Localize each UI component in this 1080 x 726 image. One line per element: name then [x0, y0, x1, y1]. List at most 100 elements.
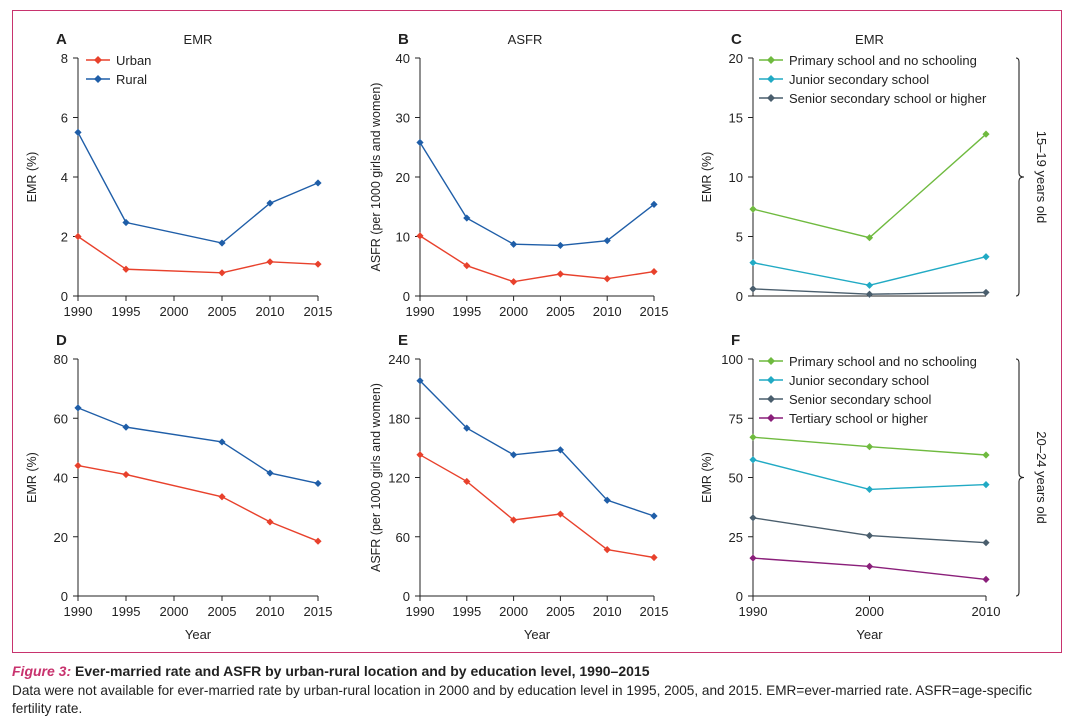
legend-label: Rural — [116, 72, 147, 87]
data-point-marker — [314, 260, 322, 268]
data-point-marker — [218, 438, 226, 446]
data-point-marker — [266, 258, 274, 266]
x-tick-label: 1995 — [452, 304, 481, 319]
x-tick-label: 1990 — [739, 604, 768, 619]
data-point-marker — [314, 537, 322, 545]
legend-label: Senior secondary school — [789, 392, 931, 407]
y-tick-label: 6 — [61, 111, 68, 126]
figure-frame — [12, 10, 1062, 653]
x-tick-label: 2010 — [256, 304, 285, 319]
series-line — [77, 464, 319, 542]
data-point-marker — [865, 485, 874, 493]
data-point-marker — [603, 237, 611, 245]
y-tick-label: 40 — [54, 471, 68, 486]
y-tick-label: 0 — [61, 289, 68, 304]
y-axis-label: EMR (%) — [700, 152, 714, 203]
series-primary-school-and-no-schooling — [749, 433, 990, 459]
data-point-marker — [218, 493, 226, 501]
data-point-marker — [510, 516, 518, 524]
age-group-label: 20–24 years old — [1034, 431, 1049, 524]
x-tick-label: 1990 — [406, 604, 435, 619]
series-senior-secondary-school-or-higher — [749, 285, 990, 298]
data-point-marker — [982, 575, 990, 584]
panel-e: E 0 60 120 180 240 1990 1995 2000 2005 2010 2015 ASF… — [369, 332, 668, 642]
age-group-bracket — [1015, 358, 1025, 597]
data-point-marker — [650, 512, 658, 520]
y-tick-label: 40 — [396, 51, 410, 66]
data-point-marker — [122, 470, 130, 479]
legend-marker — [767, 376, 775, 384]
x-tick-label: 2015 — [640, 304, 669, 319]
data-point-marker — [314, 179, 322, 187]
y-tick-label: 0 — [736, 589, 743, 604]
x-tick-label: 2005 — [546, 604, 575, 619]
y-tick-label: 0 — [403, 589, 410, 604]
chart-title: EMR — [855, 32, 884, 47]
y-tick-label: 0 — [736, 289, 743, 304]
data-point-marker — [463, 262, 471, 270]
y-tick-label: 8 — [61, 51, 68, 66]
y-tick-label: 20 — [54, 530, 68, 545]
panel-letter: A — [56, 31, 67, 48]
y-tick-label: 60 — [54, 411, 68, 426]
data-point-marker — [218, 239, 226, 247]
y-tick-label: 75 — [729, 411, 743, 426]
data-point-marker — [122, 423, 130, 431]
x-tick-label: 2000 — [160, 304, 189, 319]
data-point-marker — [982, 481, 990, 489]
y-tick-label: 5 — [736, 230, 743, 245]
y-tick-label: 80 — [54, 352, 68, 367]
x-tick-label: 2000 — [499, 304, 528, 319]
data-point-marker — [463, 477, 471, 486]
legend-label: Tertiary school or higher — [789, 411, 928, 426]
legend-label: Junior secondary school — [789, 373, 929, 388]
y-tick-label: 4 — [61, 170, 68, 185]
data-point-marker — [749, 514, 757, 522]
y-tick-label: 15 — [729, 111, 743, 126]
data-point-marker — [865, 562, 874, 570]
data-point-marker — [865, 531, 874, 540]
data-point-marker — [749, 433, 757, 441]
data-point-marker — [749, 259, 757, 267]
series-line — [752, 133, 987, 239]
panel-letter: C — [731, 31, 742, 48]
series-tertiary-school-or-higher — [749, 554, 990, 584]
series-urban — [74, 232, 322, 277]
data-point-marker — [982, 451, 990, 459]
x-tick-label: 2010 — [972, 604, 1001, 619]
y-tick-label: 180 — [388, 411, 410, 426]
age-group-label: 15–19 years old — [1034, 131, 1049, 224]
data-point-marker — [749, 554, 757, 562]
y-tick-label: 120 — [388, 471, 410, 486]
data-point-marker — [510, 451, 518, 459]
legend: Primary school and no schooling Junior se… — [759, 53, 987, 106]
data-point-marker — [416, 232, 424, 240]
series-senior-secondary-school — [749, 514, 990, 547]
legend-label: Urban — [116, 53, 151, 68]
data-point-marker — [865, 290, 874, 298]
data-point-marker — [650, 553, 658, 562]
caption-title-line: Figure 3: Ever-married rate and ASFR by … — [12, 662, 1072, 680]
series-line — [752, 459, 987, 491]
age-group-bracket — [1015, 57, 1025, 297]
data-point-marker — [556, 270, 564, 278]
legend: Primary school and no schooling Junior se… — [759, 354, 977, 426]
x-tick-label: 2005 — [208, 304, 237, 319]
x-axis-label: Year — [856, 627, 883, 642]
panel-letter: D — [56, 332, 67, 349]
data-point-marker — [865, 281, 874, 289]
x-tick-label: 2000 — [855, 604, 884, 619]
series-line — [419, 235, 655, 283]
caption-title: Ever-married rate and ASFR by urban-rura… — [75, 663, 650, 679]
y-axis-label: EMR (%) — [25, 452, 39, 503]
series-rural — [416, 138, 658, 250]
data-point-marker — [749, 205, 757, 213]
x-tick-label: 1995 — [452, 604, 481, 619]
data-point-marker — [865, 443, 874, 451]
x-tick-label: 2000 — [499, 604, 528, 619]
y-tick-label: 240 — [388, 352, 410, 367]
y-tick-label: 10 — [396, 230, 410, 245]
x-tick-label: 2005 — [546, 304, 575, 319]
legend-marker — [94, 56, 102, 64]
